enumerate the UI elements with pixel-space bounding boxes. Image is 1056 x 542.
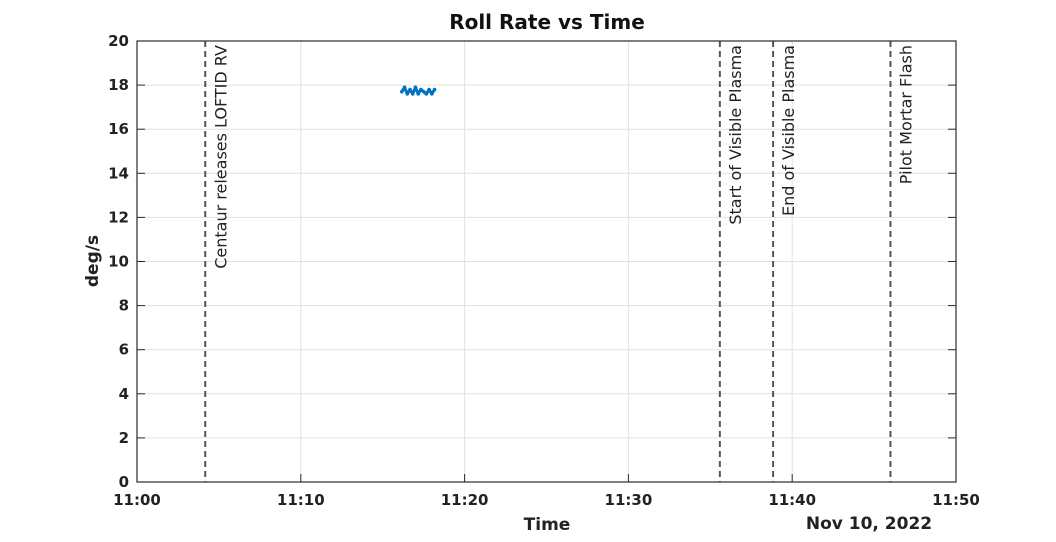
- x-tick-label: 11:40: [768, 491, 816, 509]
- tick-layer: 11:00 11:10 11:20 11:30 11:40 11:50 0 2 4 6 8 10 12 1…: [108, 32, 980, 509]
- y-tick-label: 2: [119, 429, 129, 447]
- y-tick-label: 16: [108, 120, 129, 138]
- y-tick-label: 10: [108, 253, 129, 271]
- y-tick-label: 12: [108, 208, 129, 226]
- event-layer: Centaur releases LOFTID RV Start of Visib…: [204, 41, 915, 482]
- x-tick-label: 11:50: [932, 491, 980, 509]
- data-point: [416, 92, 420, 96]
- event-label: Centaur releases LOFTID RV: [211, 45, 230, 269]
- x-axis-label: Time: [524, 515, 571, 535]
- y-tick-label: 8: [119, 297, 129, 315]
- data-point: [408, 87, 412, 92]
- series-layer: [400, 85, 437, 96]
- data-point: [427, 87, 431, 92]
- data-point: [405, 92, 410, 96]
- y-tick-label: 6: [119, 341, 129, 359]
- data-point: [424, 92, 429, 96]
- date-label: Nov 10, 2022: [806, 514, 932, 534]
- y-axis-label: deg/s: [83, 235, 103, 287]
- data-point: [400, 89, 404, 94]
- data-point: [402, 85, 407, 90]
- x-tick-label: 11:20: [441, 491, 489, 509]
- data-point: [421, 89, 426, 94]
- data-point: [432, 87, 437, 92]
- x-tick-label: 11:10: [277, 491, 325, 509]
- data-point: [413, 85, 418, 90]
- x-tick-label: 11:30: [605, 491, 653, 509]
- data-point: [410, 92, 415, 96]
- y-tick-label: 20: [108, 32, 129, 50]
- data-point: [430, 92, 434, 96]
- event-label: Pilot Mortar Flash: [896, 45, 915, 184]
- y-tick-label: 14: [108, 164, 129, 182]
- y-tick-label: 4: [119, 385, 129, 403]
- y-tick-label: 0: [119, 473, 129, 491]
- x-tick-label: 11:00: [113, 491, 161, 509]
- grid-layer: [136, 40, 957, 483]
- data-point: [419, 87, 423, 92]
- event-label: Start of Visible Plasma: [726, 45, 745, 225]
- chart-title: Roll Rate vs Time: [449, 10, 645, 34]
- event-label: End of Visible Plasma: [779, 45, 798, 216]
- y-tick-label: 18: [108, 76, 129, 94]
